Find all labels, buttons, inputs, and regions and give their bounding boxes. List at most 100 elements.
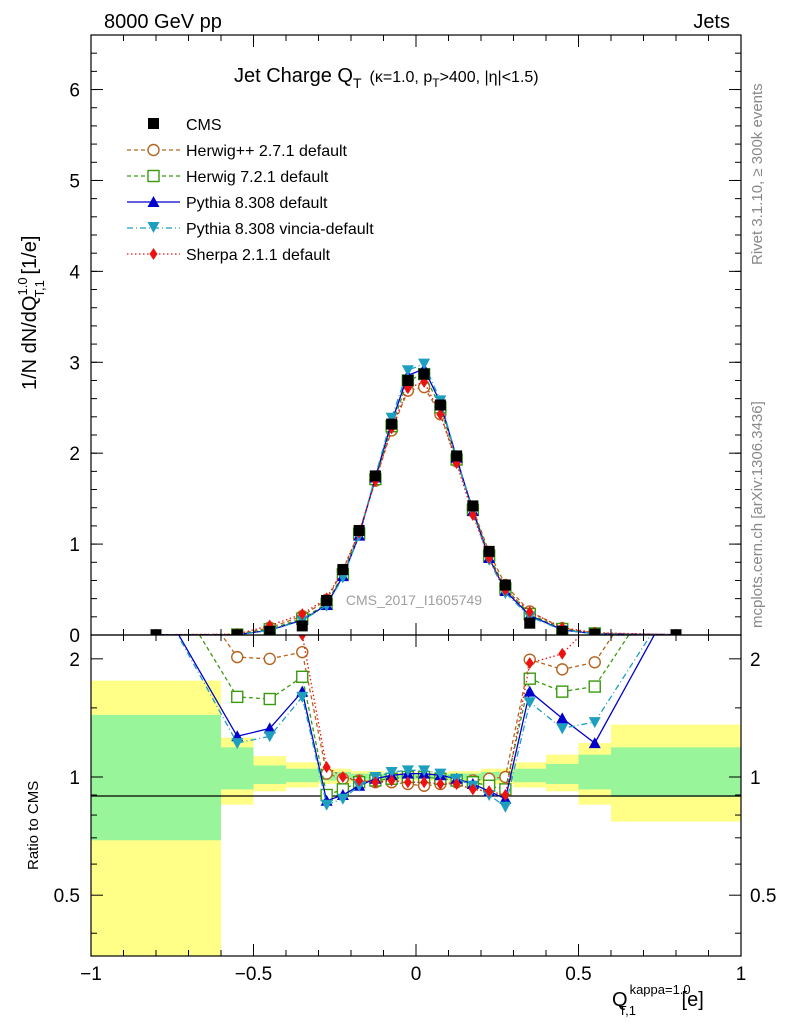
ratio-point — [558, 647, 567, 660]
band-inner — [351, 773, 384, 780]
ratio-point — [588, 680, 601, 693]
band-inner — [578, 754, 611, 790]
data-point — [385, 412, 398, 424]
data-point-cms — [231, 629, 243, 635]
ratio-point — [501, 788, 510, 801]
band-inner — [546, 763, 579, 784]
ratio-point — [420, 776, 429, 789]
ratio-tick-label-right: 2 — [750, 650, 761, 671]
band-inner — [253, 765, 286, 784]
ratio-point — [263, 731, 276, 743]
series-line-2 — [155, 373, 677, 635]
data-point-cms — [353, 524, 365, 536]
legend-label-pythia: Pythia 8.308 default — [186, 195, 328, 212]
band-inner — [481, 771, 514, 781]
data-point-cms — [499, 579, 511, 591]
band-inner — [221, 747, 254, 790]
legend-label-herwigpp: Herwig++ 2.7.1 default — [186, 143, 348, 160]
legend-label-herwig7: Herwig 7.2.1 default — [186, 169, 329, 186]
legend-marker-herwigpp — [147, 143, 160, 157]
ratio-point — [401, 765, 414, 777]
y-tick-label: 6 — [69, 81, 80, 102]
axis-ticks: −1 −0.5 0 0.5 1 0 1 2 3 4 5 6 0.5 0.5 1 1 2 2 — [54, 35, 776, 985]
ratio-point — [296, 670, 309, 683]
data-point — [436, 408, 445, 421]
legend-entry-herwig7: Herwig 7.2.1 default — [127, 169, 329, 186]
legend-marker-cms — [148, 118, 159, 129]
legend-entry-cms: CMS — [148, 117, 222, 134]
ratio-point — [436, 777, 445, 790]
analysis-watermark: CMS_2017_I1605749 — [346, 592, 482, 608]
ratio-point — [336, 793, 349, 805]
data-point-cms — [264, 625, 276, 635]
data-point-cms — [296, 620, 308, 632]
band-inner — [513, 768, 546, 783]
data-point-cms — [418, 368, 430, 380]
ratio-point — [355, 774, 364, 787]
y-tick-label: 4 — [69, 262, 80, 283]
legend-label-vincia: Pythia 8.308 vincia-default — [186, 221, 374, 238]
ratio-point — [525, 657, 534, 670]
data-point-cms — [467, 500, 479, 512]
x-tick-label: 0.5 — [565, 964, 591, 985]
process-label: Jets — [693, 11, 730, 33]
ratio-point — [385, 766, 398, 778]
series-line-5 — [155, 381, 677, 635]
y-tick-label: 2 — [69, 444, 80, 465]
y-tick-label: 1 — [69, 535, 80, 556]
ratio-point — [231, 738, 244, 750]
band-inner — [91, 714, 221, 841]
ratio-point — [296, 645, 309, 659]
x-tick-label: −0.5 — [235, 964, 273, 985]
legend-marker-vincia — [147, 222, 160, 233]
data-point-cms — [386, 418, 398, 430]
legend-entry-herwigpp: Herwig++ 2.7.1 default — [127, 143, 348, 160]
ratio-point — [556, 663, 569, 676]
ratio-point — [588, 717, 601, 729]
band-inner — [286, 768, 319, 783]
ratio-point — [588, 737, 601, 749]
ratio-point — [468, 783, 477, 796]
legend-label-cms: CMS — [186, 117, 222, 134]
ratio-point — [298, 635, 307, 641]
data-point-cms — [589, 628, 601, 635]
legend-entry-sherpa: Sherpa 2.1.1 default — [127, 247, 331, 264]
data-point-cms — [451, 450, 463, 462]
chart-title: Jet Charge QT (κ=1.0, pT>400, |η|<1.5) — [234, 65, 539, 91]
ratio-tick-label: 1 — [69, 768, 80, 789]
ratio-point — [338, 771, 347, 784]
ratio-point — [523, 672, 536, 685]
legend-marker-pythia — [147, 196, 160, 207]
data-point-cms — [337, 564, 349, 576]
data-point — [468, 508, 477, 521]
rivet-label: Rivet 3.1.10, ≥ 300k events — [749, 83, 766, 265]
ratio-line-3 — [178, 635, 656, 802]
x-tick-label: −1 — [80, 964, 102, 985]
ratio-point — [231, 690, 244, 704]
ratio-uncertainty-bands — [91, 680, 741, 956]
legend: CMS Herwig++ 2.7.1 default Herwig 7.2.1 … — [127, 117, 374, 264]
ratio-point — [556, 723, 569, 735]
ratio-point — [320, 799, 333, 811]
ratio-point — [263, 652, 276, 666]
ratio-point — [263, 692, 276, 706]
ratio-point — [387, 774, 396, 787]
data-point — [525, 605, 534, 618]
data-point-cms — [402, 374, 414, 386]
legend-label-sherpa: Sherpa 2.1.1 default — [186, 247, 331, 264]
ratio-point — [263, 722, 276, 734]
x-tick-label: 0 — [411, 964, 422, 985]
ratio-point — [322, 761, 331, 774]
ratio-point — [556, 685, 569, 698]
data-point — [418, 358, 431, 370]
data-point-cms — [524, 617, 536, 629]
band-inner — [318, 771, 351, 781]
data-point-cms — [434, 399, 446, 411]
ratio-point — [231, 650, 244, 664]
data-point — [401, 365, 414, 377]
ratio-point — [403, 776, 412, 789]
ratio-point — [485, 785, 494, 798]
y-tick-label: 0 — [69, 626, 80, 647]
